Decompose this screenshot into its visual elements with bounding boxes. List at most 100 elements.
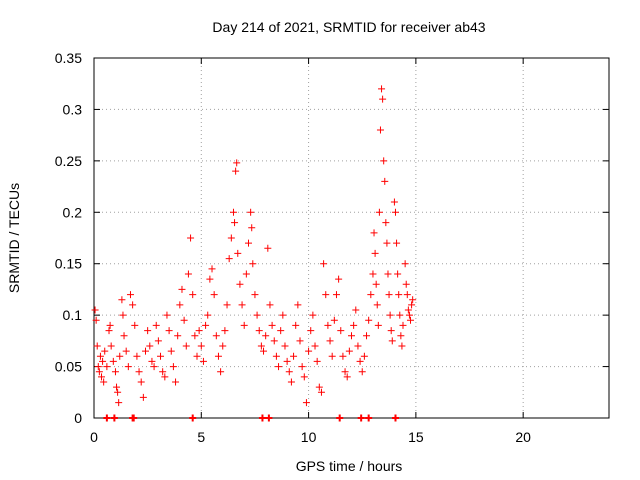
data-point [96, 352, 104, 360]
data-point [384, 270, 392, 278]
data-point [178, 285, 186, 293]
data-point [260, 347, 268, 355]
data-point [385, 291, 393, 299]
data-point [322, 291, 330, 299]
data-point [332, 291, 340, 299]
data-point [139, 393, 147, 401]
data-point [161, 373, 169, 381]
data-point [409, 296, 417, 304]
data-point-zero [258, 414, 266, 422]
data-point [337, 327, 345, 335]
data-point [116, 352, 124, 360]
data-point [383, 239, 391, 247]
data-point [302, 399, 310, 407]
data-point [101, 347, 109, 355]
x-axis-label: GPS time / hours [296, 458, 403, 474]
data-point [408, 301, 416, 309]
y-tick-label: 0.15 [55, 256, 82, 272]
data-point [277, 327, 285, 335]
data-point [114, 388, 122, 396]
data-point [376, 126, 384, 134]
data-point [396, 311, 404, 319]
data-point-zero [189, 414, 197, 422]
data-point [268, 321, 276, 329]
data-point [106, 321, 114, 329]
data-point [180, 316, 188, 324]
data-point [229, 208, 237, 216]
data-point [281, 342, 289, 350]
data-point [339, 352, 347, 360]
data-point [167, 347, 175, 355]
data-point [212, 332, 220, 340]
data-point [257, 342, 265, 350]
data-point [137, 378, 145, 386]
data-point [191, 332, 199, 340]
data-point [103, 363, 111, 371]
y-tick-label: 0.3 [63, 101, 83, 117]
data-point [391, 208, 399, 216]
data-point [204, 311, 212, 319]
data-point-zero [336, 414, 344, 422]
data-point [144, 327, 152, 335]
data-point [401, 260, 409, 268]
data-point [305, 347, 313, 355]
data-point [174, 332, 182, 340]
data-point [326, 337, 334, 345]
data-point [283, 357, 291, 365]
data-point [133, 352, 141, 360]
data-point [395, 291, 403, 299]
data-point-zero [391, 414, 399, 422]
data-point [197, 342, 205, 350]
data-point [249, 260, 257, 268]
data-point [165, 327, 173, 335]
data-point [219, 342, 227, 350]
data-point [163, 311, 171, 319]
data-point [251, 291, 259, 299]
data-point [264, 244, 272, 252]
data-point [152, 321, 160, 329]
data-point [236, 280, 244, 288]
data-point [367, 291, 375, 299]
data-point [206, 275, 214, 283]
data-point [91, 306, 99, 314]
data-point [208, 265, 216, 273]
data-point [398, 342, 406, 350]
y-tick-label: 0.05 [55, 359, 82, 375]
data-point [245, 239, 252, 247]
data-point [363, 332, 371, 340]
data-point [324, 321, 332, 329]
data-point [232, 167, 240, 175]
data-point [240, 321, 248, 329]
data-point [393, 239, 401, 247]
data-point [93, 342, 101, 350]
data-point [354, 342, 362, 350]
data-point [142, 347, 149, 355]
data-point [388, 337, 396, 345]
data-point [129, 301, 137, 309]
data-point [380, 157, 388, 165]
data-point-zero [357, 414, 365, 422]
data-point [225, 255, 233, 263]
data-point [373, 301, 381, 309]
data-point [407, 316, 415, 324]
data-points [91, 85, 417, 422]
data-point [275, 363, 283, 371]
data-point [109, 357, 117, 365]
data-point [214, 352, 222, 360]
data-point [358, 368, 366, 376]
data-point [92, 316, 100, 324]
data-point [300, 373, 308, 381]
data-point [311, 342, 319, 350]
data-point [352, 306, 360, 314]
data-point [100, 378, 108, 386]
data-point [292, 321, 300, 329]
data-point [146, 342, 154, 350]
tick-labels: 0 5 10 15 20 0 0.05 0.1 0.15 0.2 0.25 0.3 0.35 [55, 50, 531, 445]
data-point [118, 296, 126, 304]
data-point [335, 275, 343, 283]
data-point [382, 219, 390, 227]
x-tick-label: 5 [197, 429, 205, 445]
data-point [272, 352, 280, 360]
data-point [270, 337, 278, 345]
data-point [294, 301, 302, 309]
